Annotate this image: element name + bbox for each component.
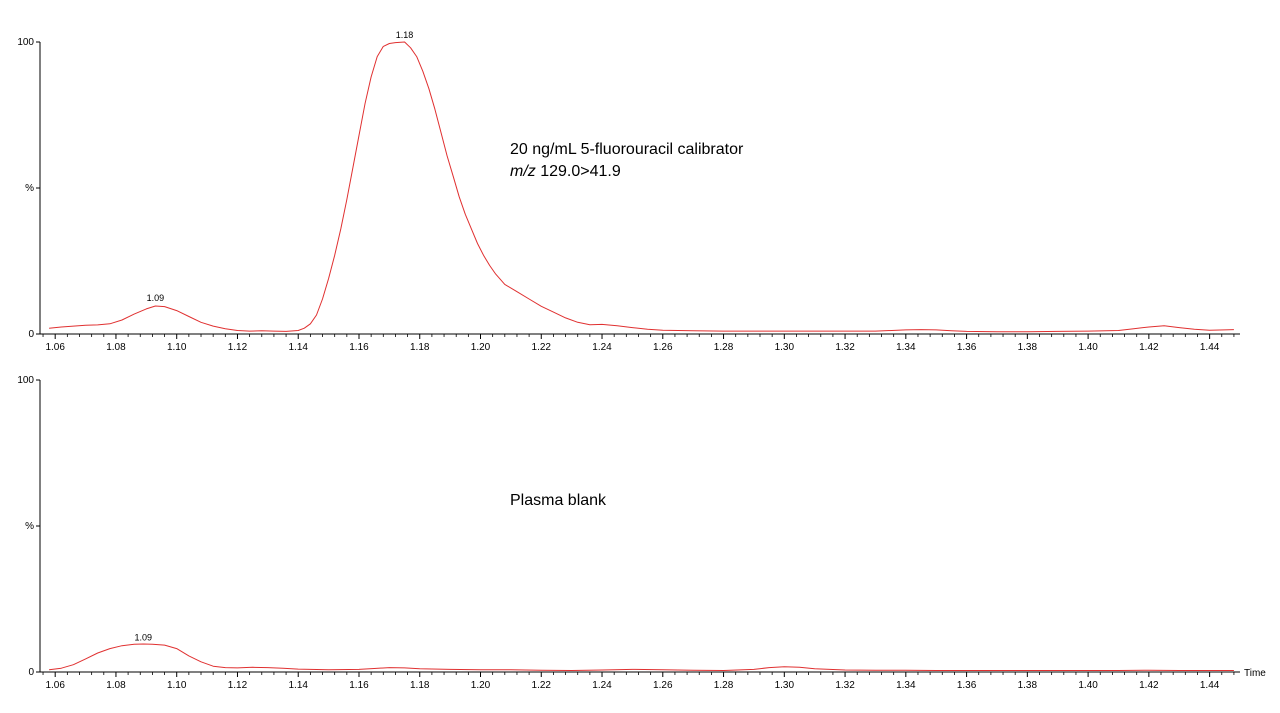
panel0-peak-label: 1.18 bbox=[396, 30, 414, 40]
panel1-x-tick-label: 1.34 bbox=[896, 680, 916, 691]
panel1-annotation-title: Plasma blank bbox=[510, 492, 607, 509]
plasma-blank-chromatogram-panel: 1.06 1.08 1.10 1.12 1.14 1.16 1.18 1.20 1.22 1.24… bbox=[17, 375, 1266, 691]
panel0-x-tick-label: 1.18 bbox=[410, 342, 430, 353]
panel0-x-tick-label: 1.24 bbox=[592, 342, 612, 353]
panel0-x-tick-label: 1.10 bbox=[167, 342, 187, 353]
panel0-y-tick-label: 100 bbox=[17, 37, 34, 48]
panel0-x-tick-label: 1.30 bbox=[775, 342, 795, 353]
panel0-x-tick-label: 1.08 bbox=[106, 342, 126, 353]
panel0-x-tick-label: 1.16 bbox=[349, 342, 369, 353]
panel1-x-tick-label: 1.16 bbox=[349, 680, 369, 691]
panel1-y-tick-label: % bbox=[25, 521, 34, 532]
panel0-annotation-transition: m/z 129.0>41.9 bbox=[510, 163, 621, 180]
panel0-x-tick-label: 1.38 bbox=[1018, 342, 1038, 353]
panel1-x-tick-label: 1.28 bbox=[714, 680, 734, 691]
panel1-x-tick-label: 1.44 bbox=[1200, 680, 1220, 691]
panel1-x-tick-label: 1.32 bbox=[835, 680, 855, 691]
panel0-x-tick-label: 1.32 bbox=[835, 342, 855, 353]
panel1-x-tick-label: 1.20 bbox=[471, 680, 491, 691]
panel1-x-tick-label: 1.26 bbox=[653, 680, 673, 691]
panel0-x-tick-label: 1.36 bbox=[957, 342, 977, 353]
panel0-trace-line-0 bbox=[49, 41, 1234, 333]
panel0-x-tick-label: 1.42 bbox=[1139, 342, 1159, 353]
panel0-peak-label: 1.09 bbox=[147, 293, 165, 303]
panel0-x-tick-label: 1.40 bbox=[1078, 342, 1098, 353]
panel1-x-tick-label: 1.24 bbox=[592, 680, 612, 691]
panel1-y-tick-label: 0 bbox=[28, 667, 34, 678]
panel0-x-tick-label: 1.14 bbox=[288, 342, 308, 353]
panel0-annotation-mz: m/z bbox=[510, 163, 536, 180]
panel0-annotation-title: 20 ng/mL 5-fluorouracil calibrator bbox=[510, 141, 744, 158]
panel0-y-tick-label: 0 bbox=[28, 329, 34, 340]
panel1-x-tick-label: 1.14 bbox=[288, 680, 308, 691]
panel0-x-tick-label: 1.34 bbox=[896, 342, 916, 353]
panel1-x-tick-label: 1.42 bbox=[1139, 680, 1159, 691]
panel0-annotation-mz-value: 129.0>41.9 bbox=[536, 163, 621, 180]
panel1-x-tick-label: 1.36 bbox=[957, 680, 977, 691]
panel1-peak-label: 1.09 bbox=[135, 632, 153, 642]
panel1-x-tick-label: 1.40 bbox=[1078, 680, 1098, 691]
panel1-x-tick-label: 1.06 bbox=[45, 680, 65, 691]
panel1-x-tick-label: 1.38 bbox=[1018, 680, 1038, 691]
panel1-trace-line-0 bbox=[49, 643, 1234, 671]
panel0-x-tick-label: 1.12 bbox=[228, 342, 248, 353]
panel1-x-tick-label: 1.18 bbox=[410, 680, 430, 691]
panel0-x-tick-label: 1.20 bbox=[471, 342, 491, 353]
panel1-x-tick-label: 1.12 bbox=[228, 680, 248, 691]
panel0-y-tick-label: % bbox=[25, 183, 34, 194]
panel1-x-tick-label: 1.22 bbox=[532, 680, 552, 691]
panel0-x-tick-label: 1.28 bbox=[714, 342, 734, 353]
panel1-x-tick-label: 1.10 bbox=[167, 680, 187, 691]
panel0-x-tick-label: 1.26 bbox=[653, 342, 673, 353]
calibrator-chromatogram-panel: 1.06 1.08 1.10 1.12 1.14 1.16 1.18 1.20 1.22 1.24… bbox=[17, 30, 1240, 353]
panel1-y-tick-label: 100 bbox=[17, 375, 34, 386]
panel1-x-tick-label: 1.08 bbox=[106, 680, 126, 691]
panel1-x-axis-label: Time bbox=[1244, 668, 1266, 679]
panel0-x-tick-label: 1.06 bbox=[45, 342, 65, 353]
panel1-x-tick-label: 1.30 bbox=[775, 680, 795, 691]
panel0-x-tick-label: 1.22 bbox=[532, 342, 552, 353]
panel0-x-tick-label: 1.44 bbox=[1200, 342, 1220, 353]
